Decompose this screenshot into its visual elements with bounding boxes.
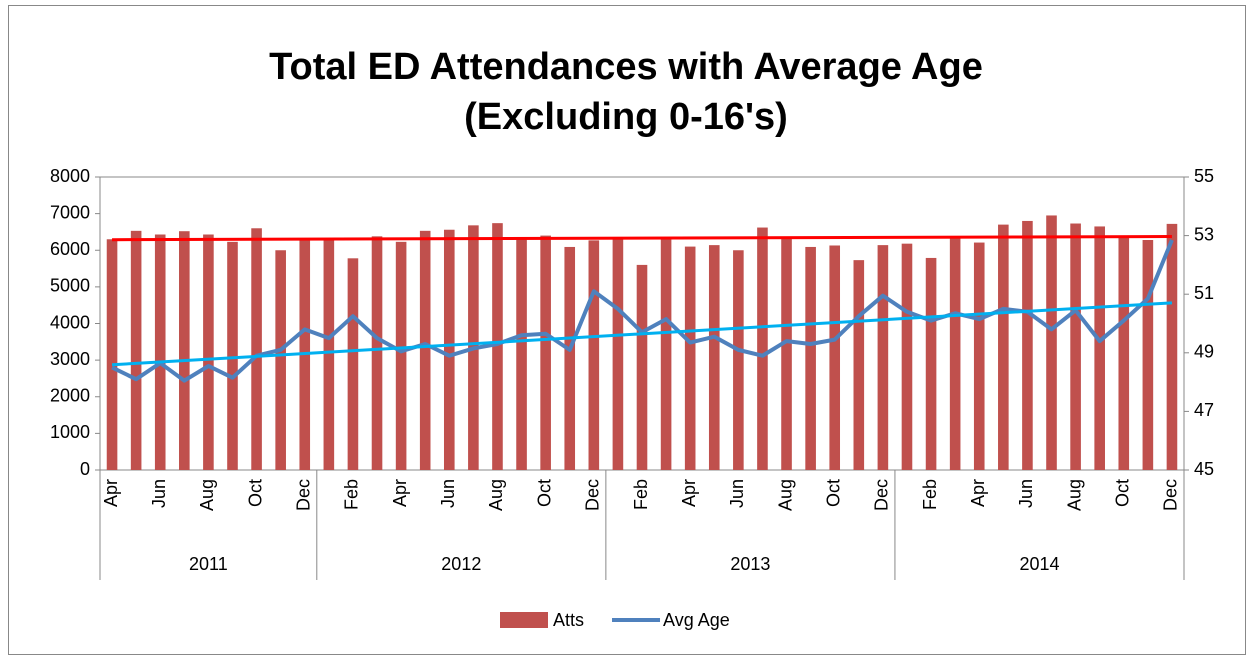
- y2-tick-label: 55: [1194, 166, 1214, 186]
- bar: [251, 228, 262, 470]
- legend-label: Atts: [553, 610, 584, 630]
- bar: [564, 246, 576, 470]
- y-tick-label: 1000: [50, 422, 90, 442]
- y-tick-label: 8000: [50, 166, 90, 186]
- y2-tick-label: 53: [1194, 224, 1214, 244]
- y-tick-label: 5000: [50, 276, 90, 296]
- legend-label: Avg Age: [663, 610, 730, 630]
- bar: [1166, 223, 1178, 470]
- x-tick-label: Apr: [968, 479, 988, 507]
- y-tick-label: 4000: [50, 312, 90, 332]
- x-tick-label: Oct: [534, 479, 554, 507]
- y-tick-label: 3000: [50, 349, 90, 369]
- bar: [829, 245, 841, 470]
- x-tick-label: Aug: [775, 479, 795, 511]
- x-tick-label: Oct: [245, 479, 265, 507]
- bar: [781, 238, 792, 470]
- bar: [612, 238, 624, 470]
- chart-title: Total ED Attendances with Average Age (E…: [269, 46, 983, 138]
- bar: [395, 241, 407, 470]
- group-label: 2014: [1019, 554, 1059, 574]
- trendline: [111, 301, 1173, 367]
- chart-frame: [8, 5, 1246, 655]
- legend-swatch: [500, 612, 548, 628]
- group-label: 2013: [730, 554, 770, 574]
- bar: [540, 235, 551, 470]
- x-tick-label: Apr: [679, 479, 699, 507]
- bar: [708, 245, 720, 470]
- bar: [1070, 223, 1081, 470]
- bar: [516, 238, 527, 470]
- bar: [443, 229, 455, 470]
- trendline: [112, 234, 1172, 242]
- y2-tick-label: 51: [1194, 283, 1214, 303]
- bar: [805, 246, 816, 470]
- y-tick-label: 2000: [50, 386, 90, 406]
- bar: [1094, 226, 1105, 470]
- bar: [492, 223, 503, 470]
- x-tick-label: Jun: [1016, 479, 1036, 508]
- bar: [1022, 220, 1033, 470]
- x-tick-label: Aug: [1064, 479, 1084, 511]
- bar: [371, 236, 383, 470]
- bar: [973, 242, 985, 470]
- bar: [757, 227, 768, 470]
- bar: [275, 250, 286, 470]
- x-tick-label: Apr: [101, 479, 121, 507]
- bar: [1046, 215, 1057, 470]
- bar: [877, 245, 889, 470]
- group-label: 2011: [189, 554, 228, 574]
- x-tick-label: Apr: [390, 479, 410, 507]
- bar: [130, 230, 142, 470]
- bar: [733, 250, 744, 470]
- y-tick-label: 6000: [50, 239, 90, 259]
- bar: [203, 234, 214, 470]
- x-tick-label: Feb: [631, 479, 651, 510]
- x-tick-label: Jun: [149, 479, 169, 508]
- bar: [660, 237, 672, 470]
- x-tick-label: Aug: [197, 479, 217, 511]
- x-tick-label: Dec: [1161, 479, 1181, 511]
- x-tick-label: Oct: [1113, 479, 1133, 507]
- y-tick-label: 7000: [50, 202, 90, 222]
- bar: [1118, 237, 1130, 470]
- bar: [1142, 239, 1154, 470]
- bar: [684, 246, 696, 470]
- bar: [636, 264, 648, 470]
- x-tick-label: Aug: [486, 479, 506, 511]
- bar: [901, 243, 913, 470]
- bar: [347, 258, 359, 470]
- bar: [179, 231, 190, 470]
- x-tick-label: Feb: [342, 479, 362, 510]
- x-tick-label: Dec: [872, 479, 892, 511]
- bar: [419, 230, 431, 470]
- y2-tick-label: 47: [1194, 400, 1214, 420]
- x-tick-label: Dec: [583, 479, 603, 511]
- group-label: 2012: [441, 554, 481, 574]
- x-tick-label: Feb: [920, 479, 940, 510]
- x-tick-label: Jun: [438, 479, 458, 508]
- x-tick-label: Dec: [294, 479, 314, 511]
- bar: [949, 236, 961, 470]
- y2-tick-label: 49: [1194, 342, 1214, 362]
- x-tick-label: Jun: [727, 479, 747, 508]
- bar: [227, 241, 238, 470]
- bar: [998, 224, 1009, 470]
- y2-tick-label: 45: [1194, 459, 1214, 479]
- y-tick-label: 0: [80, 459, 90, 479]
- bar: [588, 240, 600, 470]
- bar: [154, 234, 166, 470]
- bar: [323, 238, 335, 470]
- x-tick-label: Oct: [823, 479, 843, 507]
- bar: [106, 239, 118, 470]
- bar: [853, 260, 865, 470]
- bar: [925, 257, 937, 470]
